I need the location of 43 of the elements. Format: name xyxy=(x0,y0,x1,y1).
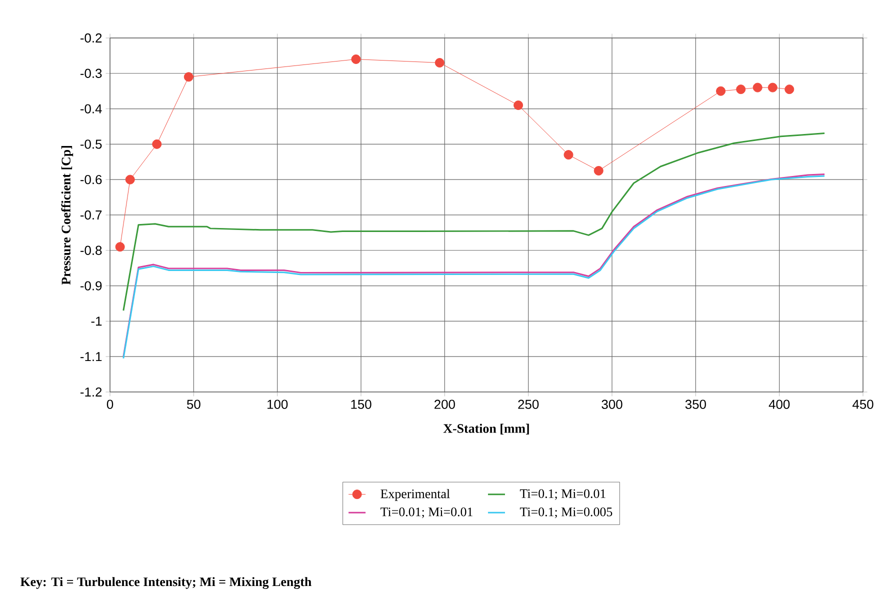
x-tick-label: 250 xyxy=(518,400,539,409)
x-axis-title: X-Station [mm] xyxy=(443,424,529,434)
x-tick-label: 200 xyxy=(434,400,455,409)
x-tick-label: 350 xyxy=(685,400,706,409)
y-tick-label: -0.8 xyxy=(80,246,102,255)
x-tick-label: 100 xyxy=(268,400,288,409)
point xyxy=(768,82,778,92)
y-tick-label: -0.6 xyxy=(80,174,102,184)
legend-label: Ti=0.1; Mi=0.005 xyxy=(520,508,612,518)
point xyxy=(752,82,762,92)
point xyxy=(152,139,162,149)
point xyxy=(514,100,524,110)
point xyxy=(125,174,135,184)
y-tick-label: -1.2 xyxy=(80,387,102,397)
y-tick-label: -0.5 xyxy=(80,140,102,149)
y-tick-label: -1 xyxy=(91,316,102,326)
x-tick-label: 50 xyxy=(186,400,200,409)
point xyxy=(115,242,125,252)
y-tick-label: -0.3 xyxy=(80,68,102,78)
point xyxy=(594,166,604,176)
y-tick-label: -0.2 xyxy=(80,33,102,43)
point xyxy=(736,84,746,94)
text: Key: Ti = Turbulence Intensity; Mi = Mixing Length xyxy=(20,577,312,589)
point xyxy=(784,84,794,94)
legend-label: Experimental xyxy=(380,489,450,501)
point xyxy=(716,86,726,96)
point xyxy=(564,150,574,160)
y-tick-label: -1.1 xyxy=(80,352,102,362)
y-tick-label: -0.9 xyxy=(80,281,102,290)
point xyxy=(351,54,361,64)
x-tick-label: 300 xyxy=(602,400,622,409)
legend-label: Ti=0.01; Mi=0.01 xyxy=(380,508,472,518)
legend-label: Ti=0.1; Mi=0.01 xyxy=(520,489,606,500)
x-tick-label: 400 xyxy=(768,400,790,409)
x-tick-label: 450 xyxy=(852,400,874,409)
y-tick-label: -0.4 xyxy=(80,104,102,114)
x-tick-label: 0 xyxy=(106,400,114,409)
x-tick-label: 150 xyxy=(351,400,372,409)
y-axis-title: Pressure Coefficient [Cp] xyxy=(61,146,74,285)
line-series xyxy=(122,132,826,312)
point xyxy=(184,72,194,82)
point xyxy=(434,58,444,68)
y-tick-label: -0.7 xyxy=(80,210,102,220)
